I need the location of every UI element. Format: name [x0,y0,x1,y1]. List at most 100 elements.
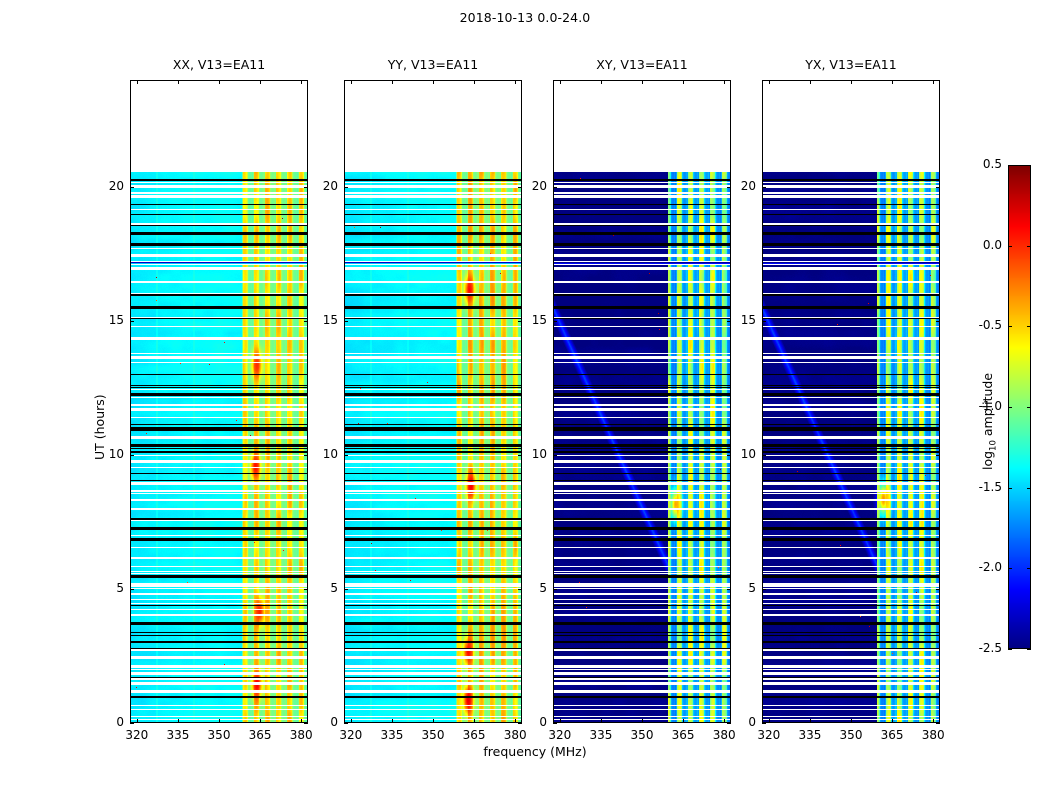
y-tick-label-p2-4: 20 [531,179,547,194]
y-tickmark-right-p0-0 [304,723,308,724]
waterfall-image-yx [763,81,939,722]
colorbar-tickmark-1 [1008,245,1012,247]
y-tick-label-p3-1: 5 [748,581,756,596]
y-tick-label-p3-0: 0 [748,715,756,729]
x-tick-label-p0-0: 320 [125,728,149,742]
x-tickmark-top-p1-2 [433,80,434,84]
waterfall-panel-xy[interactable] [553,80,731,723]
y-tickmark-p1-4 [344,187,348,189]
y-tickmark-right-p1-2 [518,455,522,457]
x-tickmark-top-p2-0 [559,80,561,84]
x-tickmark-top-p3-1 [809,80,811,84]
y-tickmark-right-p2-0 [727,723,731,724]
x-tickmark-top-p0-3 [260,80,262,84]
y-tickmark-right-p0-3 [304,321,308,323]
x-tick-label-p0-3: 365 [248,728,272,742]
x-axis-label: frequency (MHz) [483,744,587,759]
colorbar-tickmark-right-5 [1027,568,1031,570]
colorbar-tickmark-right-4 [1027,487,1031,489]
y-tickmark-right-p1-3 [518,321,522,323]
waterfall-image-xy [554,81,730,722]
y-tick-label-p0-2: 10 [108,447,124,462]
y-tickmark-p0-4 [130,187,134,189]
x-tickmark-top-p2-4 [724,80,726,84]
figure-suptitle: 2018-10-13 0.0-24.0 [459,10,591,25]
y-tick-label-p0-1: 5 [116,581,124,596]
y-tick-label-p3-3: 15 [740,313,756,328]
y-tickmark-right-p3-1 [936,589,940,591]
x-tick-label-p2-4: 380 [712,728,736,742]
colorbar-tickmark-6 [1008,649,1012,650]
y-tick-label-p3-2: 10 [740,447,756,462]
y-tick-label-p0-0: 0 [116,715,124,729]
colorbar-tickmark-right-0 [1027,165,1031,166]
y-tickmark-p2-3 [553,321,557,323]
x-tick-label-p2-0: 320 [548,728,572,742]
y-tickmark-right-p0-2 [304,455,308,457]
x-tick-label-p3-0: 320 [757,728,781,742]
waterfall-panel-xx[interactable] [130,80,308,723]
x-tick-label-p3-2: 350 [839,728,863,742]
y-tickmark-right-p3-4 [936,187,940,189]
y-tickmark-right-p1-1 [518,589,522,591]
colorbar-tickmark-0 [1008,165,1012,166]
colorbar-tickmark-right-1 [1027,245,1031,247]
x-tickmark-p3-1 [809,719,811,723]
waterfall-panel-yy[interactable] [344,80,522,723]
x-tick-label-p1-0: 320 [339,728,363,742]
panel-title-yx: YX, V13=EA11 [805,57,897,72]
panel-title-xx: XX, V13=EA11 [172,57,266,72]
y-tick-label-p2-2: 10 [531,447,547,462]
x-tick-label-p1-2: 350 [421,728,445,742]
x-tick-label-p0-1: 335 [166,728,190,742]
x-tickmark-p0-0 [136,719,138,723]
y-tickmark-p1-2 [344,455,348,457]
y-tick-label-p1-4: 20 [322,179,338,194]
colorbar-label-subscript: 10 [988,440,999,451]
colorbar-tick-label-6: -2.5 [978,641,1002,655]
y-tick-label-p1-1: 5 [330,581,338,596]
x-tickmark-top-p1-4 [515,80,517,84]
y-tickmark-p3-4 [762,187,766,189]
x-tickmark-top-p3-3 [892,80,894,84]
panel-title-yy: YY, V13=EA11 [387,57,479,72]
x-tickmark-top-p2-3 [683,80,685,84]
colorbar-tick-label-4: -1.5 [978,479,1002,494]
colorbar-label: log10 amplitude [980,373,999,470]
waterfall-image-xx [131,81,307,722]
x-tickmark-top-p2-1 [600,80,602,84]
y-tick-label-p2-3: 15 [531,313,547,328]
y-tickmark-right-p2-3 [727,321,731,323]
y-tickmark-right-p0-4 [304,187,308,189]
y-tickmark-right-p1-0 [518,723,522,724]
x-tickmark-p1-2 [433,719,434,723]
x-tickmark-top-p2-2 [642,80,643,84]
x-tick-label-p0-2: 350 [207,728,231,742]
x-tickmark-p3-4 [933,719,935,723]
y-tickmark-p1-1 [344,589,348,591]
x-tick-label-p2-3: 365 [671,728,695,742]
y-tickmark-right-p2-1 [727,589,731,591]
y-tickmark-p0-1 [130,589,134,591]
x-tickmark-top-p3-2 [851,80,852,84]
x-tick-label-p0-4: 380 [289,728,313,742]
y-tick-label-p1-2: 10 [322,447,338,462]
x-tickmark-top-p0-0 [136,80,138,84]
y-tickmark-p2-0 [553,723,557,724]
colorbar-tick-label-3: -1.0 [978,399,1002,413]
x-tickmark-top-p0-4 [301,80,303,84]
colorbar-tickmark-2 [1008,326,1012,328]
y-tickmark-p2-2 [553,455,557,457]
y-tickmark-p2-1 [553,589,557,591]
waterfall-image-yy [345,81,521,722]
waterfall-panel-yx[interactable] [762,80,940,723]
x-tickmark-p1-0 [350,719,352,723]
x-tick-label-p2-1: 335 [589,728,613,742]
x-tickmark-p2-1 [600,719,602,723]
y-tickmark-p3-0 [762,723,766,724]
x-tick-label-p1-3: 365 [462,728,486,742]
x-tickmark-p0-1 [177,719,179,723]
colorbar-tick-label-5: -2.0 [978,560,1002,575]
x-tickmark-p2-3 [683,719,685,723]
colorbar-tick-label-2: -0.5 [978,318,1002,333]
